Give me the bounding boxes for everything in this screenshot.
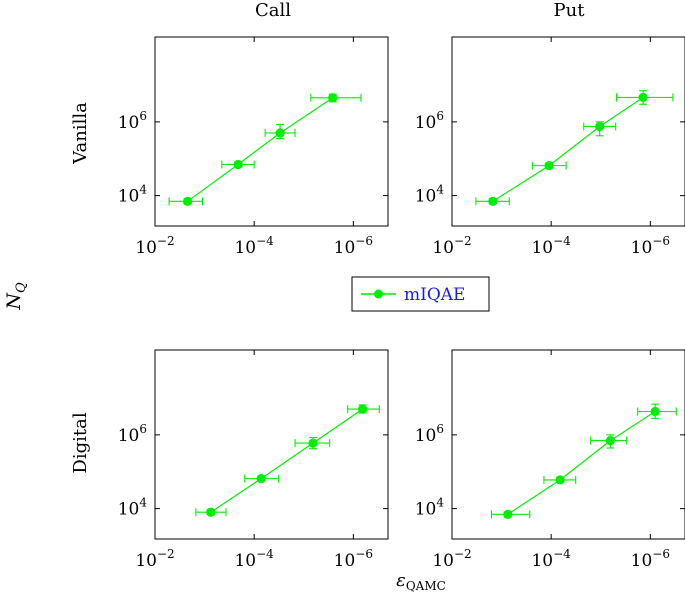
data-point-miqae [605,435,615,446]
data-point-miqae [206,507,216,517]
plot-area-frame [154,349,389,540]
series-line-miqae [187,97,334,202]
y-tick-label: 106 [118,109,147,133]
y-axis-label: NQ [3,282,29,311]
data-point-miqae [328,93,338,103]
data-point-miqae [275,128,285,138]
data-point-miqae [595,121,605,132]
data-point-miqae [183,196,193,206]
panel-4: 10−2 10−4 10−6 104 106 [415,349,685,571]
x-tick-label: 10−2 [135,234,174,258]
data-point-miqae [544,161,554,171]
panel-3: 10−2 10−4 10−6 104 106 [118,349,389,571]
x-axis-label-main: ε [396,570,406,591]
legend-marker [374,289,383,299]
column-title-put: Put [554,0,586,21]
x-tick-label: 10−6 [631,547,670,571]
y-tick-label: 106 [415,422,444,446]
x-tick-label: 10−4 [531,547,571,571]
row-title-vanilla: Vanilla [70,102,91,165]
data-point-miqae [308,438,318,448]
y-axis-label-main: N [3,292,25,311]
series-line-miqae [210,408,363,513]
x-tick-label: 10−6 [334,547,373,571]
y-tick-label: 104 [118,183,148,207]
x-tick-label: 10−4 [234,547,274,571]
x-tick-label: 10−6 [334,234,373,258]
x-tick-label: 10−2 [135,547,174,571]
row-title-digital: Digital [70,412,91,473]
legend: mIQAE [351,276,490,312]
x-tick-label: 10−2 [432,234,471,258]
data-point-miqae [358,404,368,414]
svg-text:NQ: NQ [3,282,29,311]
series-line-miqae [507,410,656,515]
data-point-miqae [638,92,648,103]
x-tick-label: 10−4 [234,234,274,258]
plot-area-frame [154,36,389,227]
data-point-miqae [256,474,266,484]
x-tick-label: 10−2 [432,547,471,571]
data-point-miqae [650,406,660,417]
data-point-miqae [555,475,565,485]
y-tick-label: 104 [415,183,445,207]
x-tick-label: 10−6 [631,234,670,258]
plot-area-frame [451,349,685,540]
legend-label-miqae: mIQAE [404,285,465,305]
data-point-miqae [488,196,498,206]
y-tick-label: 104 [415,496,445,520]
y-tick-label: 106 [118,422,147,446]
svg-text:εQAMC: εQAMC [396,570,446,593]
data-point-miqae [233,159,243,170]
series-line-miqae [492,96,644,202]
panel-2: 10−2 10−4 10−6 104 106 [415,36,685,258]
plot-area-frame [451,36,685,227]
panel-1: 10−2 10−4 10−6 104 106 [118,36,389,258]
x-axis-label-sub: QAMC [406,579,446,593]
data-point-miqae [503,509,513,519]
x-tick-label: 10−4 [531,234,571,258]
column-title-call: Call [255,0,291,21]
y-axis-label-sub: Q [14,282,29,293]
x-axis-label: εQAMC [396,570,446,593]
y-tick-label: 104 [118,496,148,520]
y-tick-label: 106 [415,109,444,133]
